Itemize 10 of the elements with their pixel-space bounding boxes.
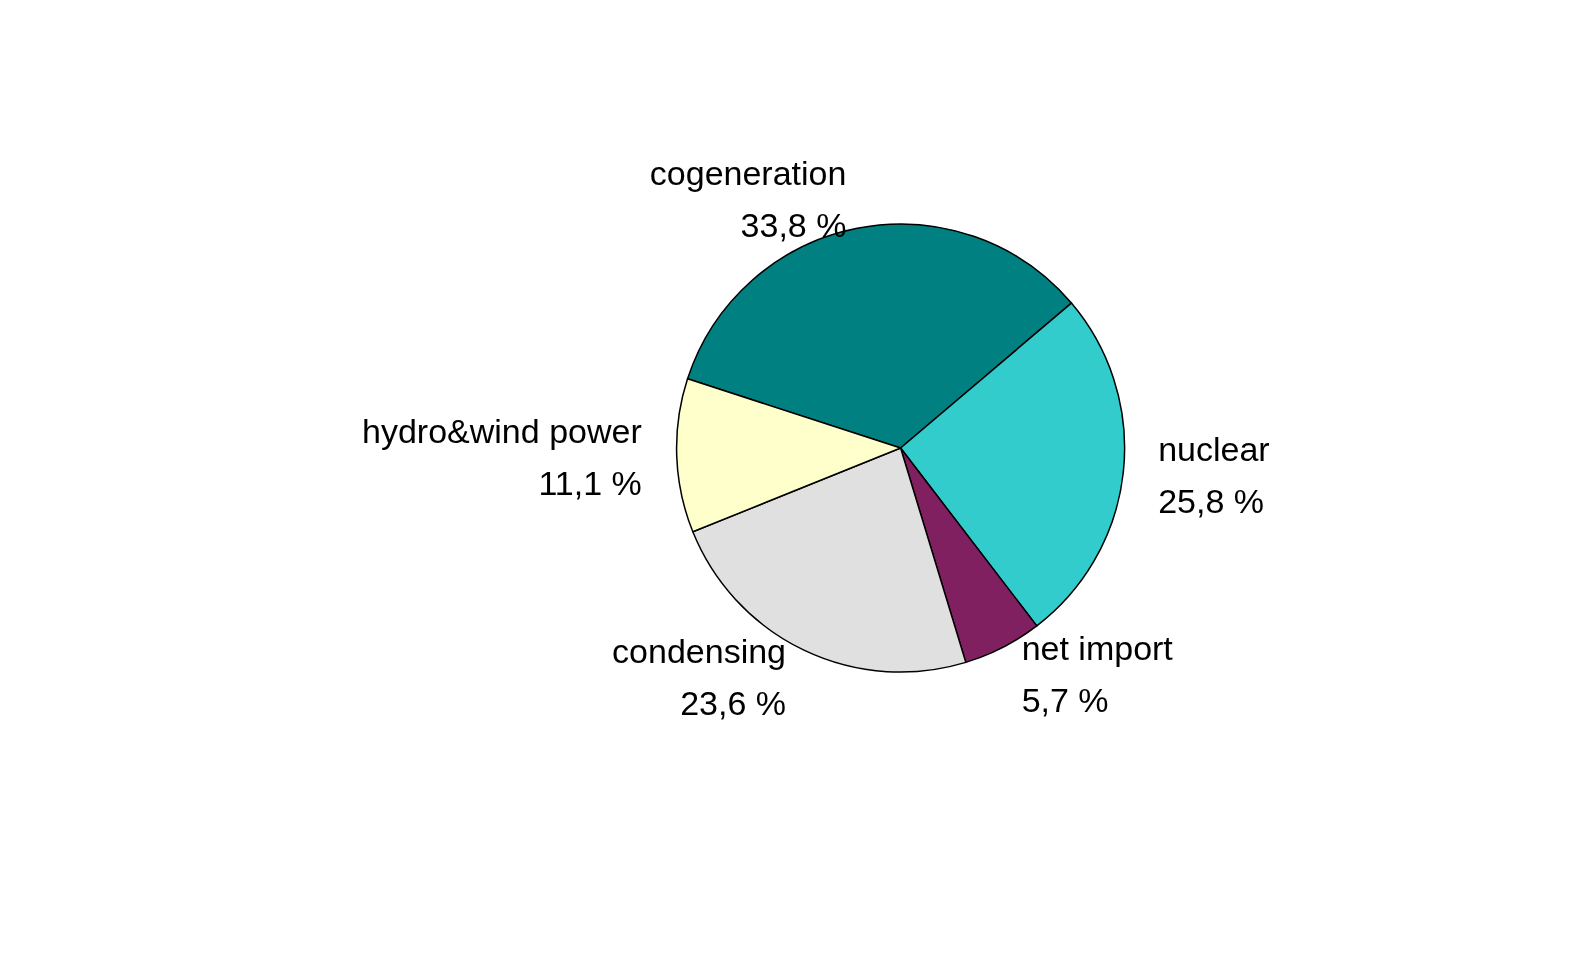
slice-label: nuclear — [1158, 430, 1270, 469]
slice-label: net import — [1021, 629, 1174, 668]
data-label: 33,8 % — [740, 205, 847, 244]
data-label: 23,6 % — [680, 684, 786, 723]
slice-label: hydro&wind power — [362, 411, 642, 450]
data-label: 11,1 % — [538, 463, 642, 502]
data-label: 25,8 % — [1158, 482, 1265, 521]
slice-label: condensing — [612, 632, 786, 671]
data-label: 5,7 % — [1021, 681, 1109, 720]
slice-label: cogeneration — [649, 153, 847, 192]
